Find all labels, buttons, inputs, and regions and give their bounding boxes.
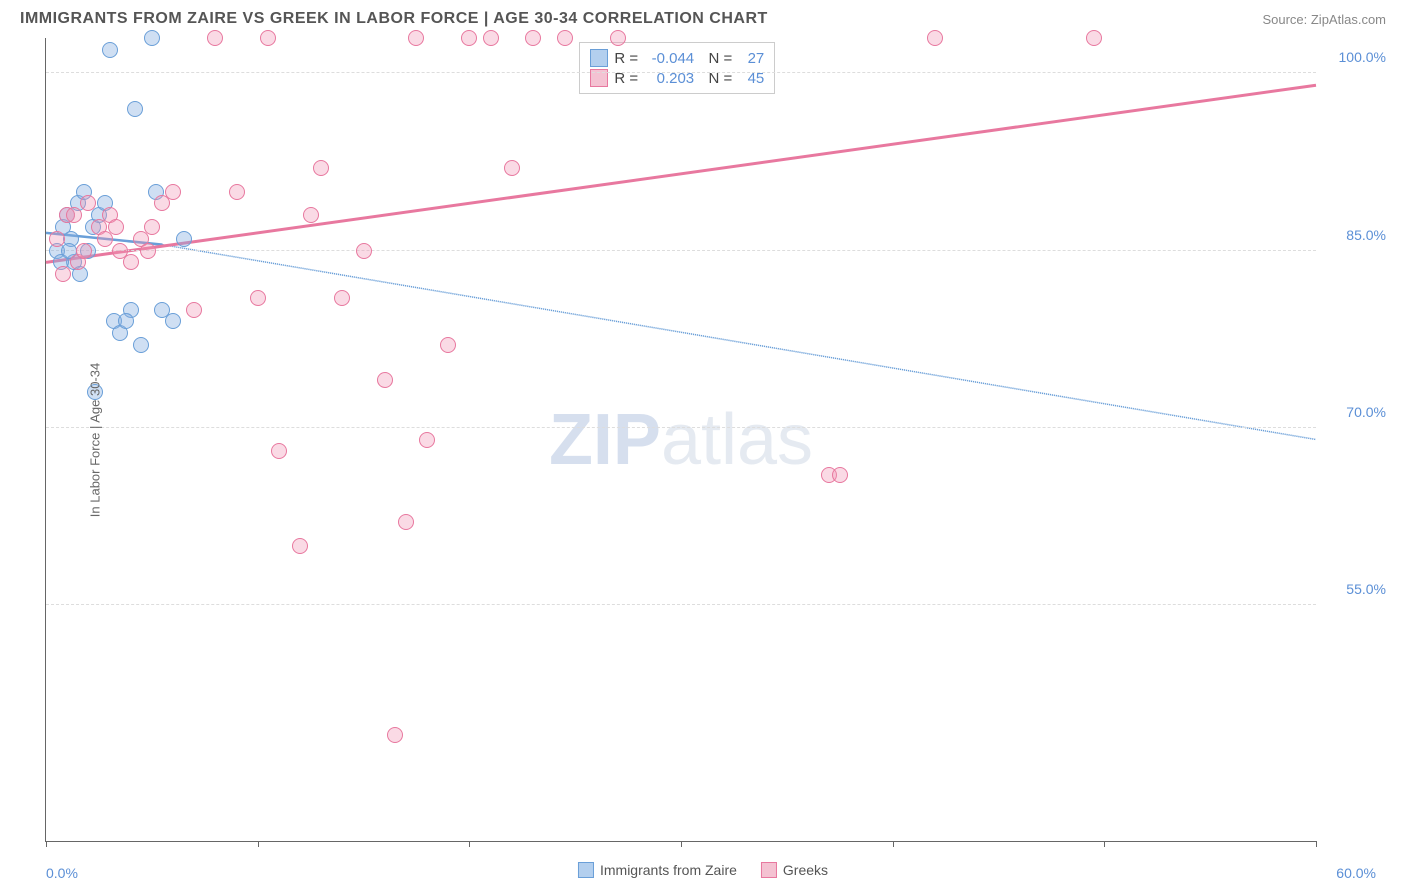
swatch-icon bbox=[590, 49, 608, 67]
scatter-point bbox=[260, 30, 276, 46]
scatter-point bbox=[408, 30, 424, 46]
swatch-icon bbox=[578, 862, 594, 878]
scatter-point bbox=[76, 243, 92, 259]
scatter-point bbox=[118, 313, 134, 329]
watermark-atlas: atlas bbox=[661, 400, 813, 480]
trend-line-extrap bbox=[162, 245, 1316, 440]
scatter-point bbox=[229, 184, 245, 200]
scatter-point bbox=[102, 42, 118, 58]
scatter-point bbox=[832, 467, 848, 483]
scatter-point bbox=[250, 290, 266, 306]
trend-lines bbox=[46, 38, 1316, 841]
legend-label: Immigrants from Zaire bbox=[600, 862, 737, 878]
scatter-point bbox=[292, 538, 308, 554]
x-tick bbox=[469, 841, 470, 847]
scatter-point bbox=[525, 30, 541, 46]
plot-area: ZIPatlas R = -0.044 N = 27R = 0.203 N = … bbox=[46, 38, 1316, 841]
x-axis-max-label: 60.0% bbox=[1336, 865, 1376, 881]
scatter-point bbox=[127, 101, 143, 117]
scatter-point bbox=[398, 514, 414, 530]
r-value: -0.044 bbox=[644, 50, 694, 67]
scatter-point bbox=[419, 432, 435, 448]
y-tick-label: 100.0% bbox=[1326, 49, 1386, 65]
y-axis-label: In Labor Force | Age 30-34 bbox=[88, 362, 103, 516]
scatter-point bbox=[165, 313, 181, 329]
source-credit: Source: ZipAtlas.com bbox=[1262, 12, 1386, 27]
scatter-point bbox=[271, 443, 287, 459]
y-tick-label: 70.0% bbox=[1326, 404, 1386, 420]
x-tick bbox=[46, 841, 47, 847]
legend-label: Greeks bbox=[783, 862, 828, 878]
scatter-point bbox=[140, 243, 156, 259]
stats-row: R = -0.044 N = 27 bbox=[590, 49, 764, 67]
scatter-point bbox=[108, 219, 124, 235]
scatter-point bbox=[144, 219, 160, 235]
scatter-point bbox=[123, 254, 139, 270]
scatter-point bbox=[66, 207, 82, 223]
scatter-point bbox=[1086, 30, 1102, 46]
scatter-point bbox=[165, 184, 181, 200]
n-value: 27 bbox=[738, 50, 764, 67]
chart-area: ZIPatlas R = -0.044 N = 27R = 0.203 N = … bbox=[45, 38, 1316, 842]
legend-item: Immigrants from Zaire bbox=[578, 862, 737, 878]
gridline bbox=[46, 250, 1316, 251]
scatter-point bbox=[80, 195, 96, 211]
scatter-point bbox=[356, 243, 372, 259]
scatter-point bbox=[440, 337, 456, 353]
legend-item: Greeks bbox=[761, 862, 828, 878]
scatter-point bbox=[144, 30, 160, 46]
gridline bbox=[46, 604, 1316, 605]
trend-line bbox=[46, 85, 1316, 262]
x-tick bbox=[258, 841, 259, 847]
scatter-point bbox=[176, 231, 192, 247]
scatter-point bbox=[207, 30, 223, 46]
scatter-point bbox=[334, 290, 350, 306]
scatter-point bbox=[557, 30, 573, 46]
n-label: N = bbox=[700, 50, 732, 67]
watermark-zip: ZIP bbox=[549, 400, 661, 480]
r-label: R = bbox=[614, 50, 638, 67]
y-tick-label: 85.0% bbox=[1326, 227, 1386, 243]
y-tick-label: 55.0% bbox=[1326, 581, 1386, 597]
scatter-point bbox=[186, 302, 202, 318]
x-axis-min-label: 0.0% bbox=[46, 865, 78, 881]
scatter-point bbox=[313, 160, 329, 176]
scatter-point bbox=[303, 207, 319, 223]
gridline bbox=[46, 72, 1316, 73]
scatter-point bbox=[133, 337, 149, 353]
scatter-point bbox=[55, 266, 71, 282]
scatter-point bbox=[610, 30, 626, 46]
scatter-point bbox=[483, 30, 499, 46]
x-tick bbox=[1316, 841, 1317, 847]
x-tick bbox=[681, 841, 682, 847]
chart-title: IMMIGRANTS FROM ZAIRE VS GREEK IN LABOR … bbox=[20, 10, 768, 28]
scatter-point bbox=[461, 30, 477, 46]
watermark: ZIPatlas bbox=[549, 399, 813, 481]
stats-legend: R = -0.044 N = 27R = 0.203 N = 45 bbox=[579, 42, 775, 94]
legend-bottom: Immigrants from Zaire Greeks bbox=[578, 862, 828, 878]
x-tick bbox=[1104, 841, 1105, 847]
scatter-point bbox=[387, 727, 403, 743]
x-tick bbox=[893, 841, 894, 847]
gridline bbox=[46, 427, 1316, 428]
scatter-point bbox=[377, 372, 393, 388]
swatch-icon bbox=[761, 862, 777, 878]
scatter-point bbox=[504, 160, 520, 176]
scatter-point bbox=[49, 231, 65, 247]
scatter-point bbox=[927, 30, 943, 46]
